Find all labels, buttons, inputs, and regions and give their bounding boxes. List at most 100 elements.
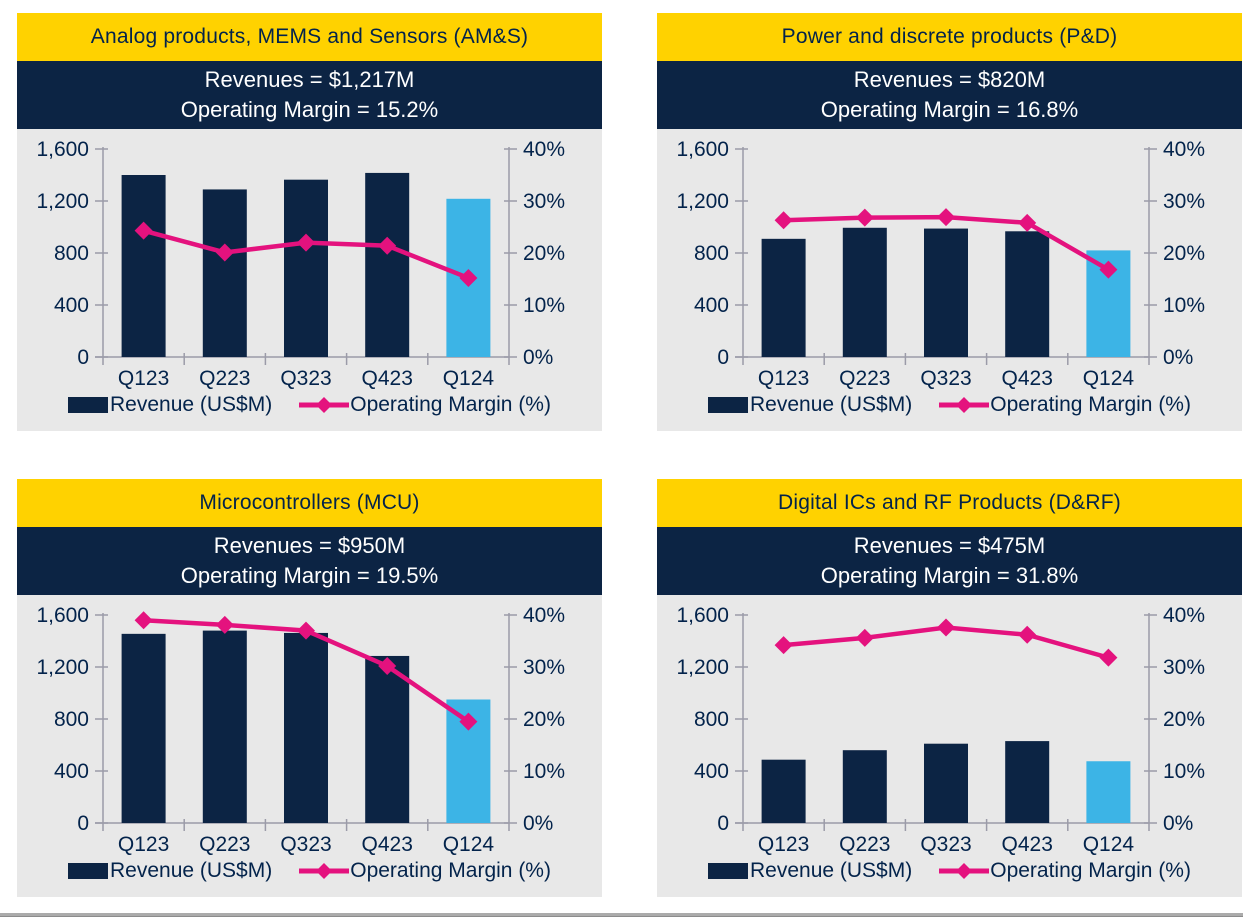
left-axis-tick-label: 0 — [717, 346, 729, 369]
right-axis-tick-label: 30% — [1163, 190, 1205, 213]
left-axis-tick-label: 0 — [77, 812, 89, 835]
revenue-bar-Q223 — [842, 750, 887, 823]
slide-footer-divider — [0, 913, 1243, 917]
chart-mcu: 0 400 800 1,200 1,600 0% 10% 20% 30% 40% Q123 Q223 Q… — [36, 604, 565, 856]
chart-area-ams: 0 400 800 1,200 1,600 0% 10% 20% 30% 40% Q123 Q223 Q… — [17, 129, 602, 431]
margin-marker-Q123 — [134, 611, 153, 630]
revenue-bar-Q123 — [761, 759, 806, 823]
revenue-legend-label: Revenue (US$M) — [750, 859, 913, 882]
right-axis-tick-label: 40% — [1163, 604, 1205, 627]
right-axis-tick-label: 30% — [523, 656, 565, 679]
revenues-value: Revenues = $820M — [853, 67, 1046, 92]
panel-subtitle-drf: Revenues = $475M Operating Margin = 31.8… — [657, 527, 1242, 595]
revenue-legend-label: Revenue (US$M) — [750, 393, 913, 416]
chart-drf: 0 400 800 1,200 1,600 0% 10% 20% 30% 40% Q123 Q223 Q… — [676, 604, 1205, 856]
revenue-bar-Q423 — [365, 172, 410, 357]
margin-marker-Q423 — [378, 656, 397, 675]
chart-legend: Revenue (US$M) Operating Margin (%) — [657, 859, 1242, 883]
operating-margin-value: Operating Margin = 19.5% — [180, 563, 439, 588]
margin-marker-Q124 — [459, 712, 478, 731]
x-axis-category-label: Q223 — [839, 367, 890, 390]
revenue-bar-Q123 — [121, 633, 166, 823]
chart-legend: Revenue (US$M) Operating Margin (%) — [657, 393, 1242, 417]
left-axis-tick-label: 800 — [54, 708, 89, 731]
right-axis-tick-label: 30% — [523, 190, 565, 213]
right-axis-tick-label: 20% — [523, 708, 565, 731]
margin-marker-Q223 — [215, 243, 234, 262]
x-axis-category-label: Q323 — [280, 833, 331, 856]
x-axis-category-label: Q123 — [118, 833, 169, 856]
revenues-value: Revenues = $1,217M — [204, 67, 415, 92]
panel-title-text: Digital ICs and RF Products (D&RF) — [778, 491, 1121, 514]
revenue-bar-Q223 — [842, 227, 887, 357]
left-axis-tick-label: 1,200 — [36, 656, 89, 679]
right-axis-tick-label: 0% — [523, 346, 553, 369]
revenue-bar-Q323 — [924, 743, 968, 823]
panel-title-mcu: Microcontrollers (MCU) — [17, 479, 602, 527]
revenue-legend-swatch — [68, 863, 108, 879]
chart-area-drf: 0 400 800 1,200 1,600 0% 10% 20% 30% 40% Q123 Q223 Q… — [657, 595, 1242, 897]
revenue-bar-Q423 — [1005, 231, 1050, 357]
panel-title-text: Analog products, MEMS and Sensors (AM&S) — [90, 25, 529, 48]
x-axis-category-label: Q423 — [362, 833, 413, 856]
operating-margin-value: Operating Margin = 31.8% — [820, 563, 1079, 588]
left-axis-tick-label: 400 — [694, 294, 729, 317]
right-axis-tick-label: 0% — [1163, 346, 1193, 369]
margin-marker-Q124 — [459, 268, 478, 287]
revenue-bar-Q124 — [1086, 761, 1131, 823]
margin-marker-Q423 — [378, 236, 397, 255]
margin-marker-Q124 — [1099, 648, 1118, 667]
right-axis-tick-label: 20% — [1163, 242, 1205, 265]
margin-legend-label: Operating Margin (%) — [990, 859, 1191, 882]
right-axis-tick-label: 10% — [1163, 294, 1205, 317]
revenue-legend-swatch — [708, 397, 748, 413]
left-axis-tick-label: 1,200 — [676, 190, 729, 213]
revenue-bar-Q323 — [284, 179, 328, 357]
x-axis-category-label: Q123 — [758, 833, 809, 856]
left-axis-tick-label: 1,600 — [676, 604, 729, 627]
margin-legend-label: Operating Margin (%) — [990, 393, 1191, 416]
margin-marker-Q323 — [937, 618, 955, 637]
chart-area-pd: 0 400 800 1,200 1,600 0% 10% 20% 30% 40% Q123 Q223 Q… — [657, 129, 1242, 431]
left-axis-tick-label: 400 — [54, 294, 89, 317]
revenue-legend-label: Revenue (US$M) — [110, 859, 273, 882]
panel-title-ams: Analog products, MEMS and Sensors (AM&S) — [17, 13, 602, 61]
panel-title-text: Microcontrollers (MCU) — [199, 491, 420, 514]
revenue-bar-Q323 — [284, 632, 328, 823]
x-axis-category-label: Q223 — [199, 833, 250, 856]
margin-marker-Q423 — [1018, 213, 1037, 232]
revenue-bar-Q123 — [121, 175, 166, 357]
x-axis-category-label: Q123 — [118, 367, 169, 390]
right-axis-tick-label: 20% — [523, 242, 565, 265]
margin-legend-label: Operating Margin (%) — [350, 393, 551, 416]
revenue-bar-Q423 — [365, 655, 410, 823]
x-axis-category-label: Q223 — [199, 367, 250, 390]
revenue-bar-Q223 — [202, 630, 247, 823]
left-axis-tick-label: 1,200 — [36, 190, 89, 213]
left-axis-tick-label: 0 — [717, 812, 729, 835]
panel-pd: Power and discrete products (P&D) Revenu… — [657, 13, 1242, 431]
margin-marker-Q223 — [855, 208, 874, 227]
right-axis-tick-label: 10% — [523, 294, 565, 317]
panel-title-pd: Power and discrete products (P&D) — [657, 13, 1242, 61]
x-axis-category-label: Q124 — [443, 367, 495, 390]
chart-legend: Revenue (US$M) Operating Margin (%) — [17, 859, 602, 883]
operating-margin-value: Operating Margin = 16.8% — [820, 97, 1079, 122]
left-axis-tick-label: 1,200 — [676, 656, 729, 679]
right-axis-tick-label: 0% — [523, 812, 553, 835]
right-axis-tick-label: 10% — [1163, 760, 1205, 783]
left-axis-tick-label: 1,600 — [36, 604, 89, 627]
chart-ams: 0 400 800 1,200 1,600 0% 10% 20% 30% 40% Q123 Q223 Q… — [36, 138, 565, 390]
margin-legend-marker-icon — [299, 863, 350, 879]
revenues-value: Revenues = $950M — [213, 533, 406, 558]
revenue-legend-swatch — [68, 397, 108, 413]
panel-ams: Analog products, MEMS and Sensors (AM&S)… — [17, 13, 602, 431]
left-axis-tick-label: 800 — [54, 242, 89, 265]
x-axis-category-label: Q423 — [1002, 367, 1053, 390]
margin-marker-Q323 — [297, 233, 315, 252]
x-axis-category-label: Q124 — [1083, 367, 1135, 390]
revenue-legend-label: Revenue (US$M) — [110, 393, 273, 416]
panel-subtitle-pd: Revenues = $820M Operating Margin = 16.8… — [657, 61, 1242, 129]
right-axis-tick-label: 20% — [1163, 708, 1205, 731]
